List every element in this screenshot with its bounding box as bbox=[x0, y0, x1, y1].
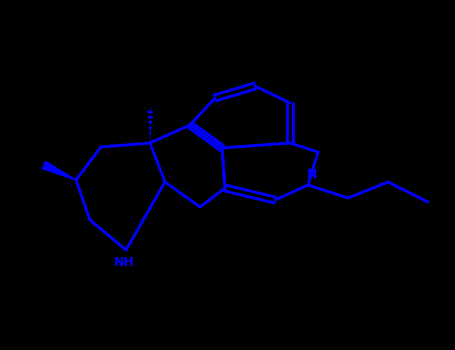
Text: N: N bbox=[307, 168, 317, 182]
Text: NH: NH bbox=[114, 256, 134, 268]
Polygon shape bbox=[42, 161, 76, 180]
